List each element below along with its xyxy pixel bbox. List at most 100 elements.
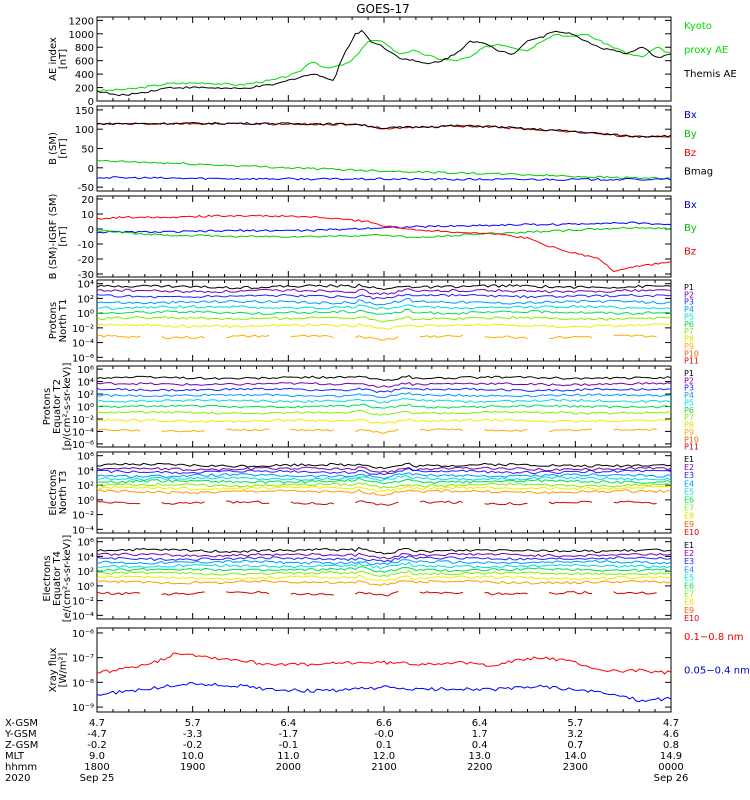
y-tick-label: 10⁴ xyxy=(77,280,94,291)
series-p9-segment xyxy=(243,334,248,338)
series-p9-segment xyxy=(523,336,528,339)
series-e10-segment xyxy=(573,591,578,595)
y-axis-label: Equator T2 xyxy=(52,379,63,434)
series-p9-segment xyxy=(376,430,381,434)
series-p9-segment xyxy=(498,336,503,339)
series-e10-segment xyxy=(495,503,499,505)
series-p9-segment xyxy=(197,430,202,433)
series-e10-segment xyxy=(638,501,643,504)
series-e10-segment xyxy=(125,592,130,595)
y-tick-label: 10² xyxy=(77,567,94,578)
series-e10-segment xyxy=(509,501,514,505)
time-cell: 6.6 xyxy=(376,718,392,729)
series-e10-segment xyxy=(419,500,424,503)
series-p9-segment xyxy=(118,429,123,431)
series-p9-segment xyxy=(297,334,302,337)
series-p9-segment xyxy=(304,334,309,338)
y-tick-label: -20 xyxy=(78,255,94,266)
y-tick-label: 10⁻⁶ xyxy=(72,440,94,451)
series-e10-segment xyxy=(247,501,252,504)
time-cell: 3.2 xyxy=(567,729,583,740)
series-p9-segment xyxy=(423,335,428,337)
y-tick-label: 10⁻⁷ xyxy=(72,654,94,665)
y-axis-label: B (SM)-IGRF (SM) xyxy=(48,194,59,280)
time-row-label: Z-GSM xyxy=(5,740,38,751)
series-p9-segment xyxy=(548,430,553,433)
series-e10-segment xyxy=(376,503,381,506)
legend-entry: P6 xyxy=(684,320,694,329)
y-axis-label: Protons xyxy=(42,388,53,425)
series-e10-segment xyxy=(624,500,629,503)
series-e10-segment xyxy=(369,592,374,595)
series-e10-segment xyxy=(322,593,327,596)
series-e10-segment xyxy=(423,591,428,594)
panel-bres: 20 10 0 -10 -20 -30 B (SM)-IGRF (SM) [nT] Bx By Bz xyxy=(48,194,697,281)
y-axis-label: [W/m²] xyxy=(58,652,69,687)
series-e10-segment xyxy=(642,591,647,595)
legend-entry: E8 xyxy=(684,598,694,607)
series-e10-segment xyxy=(552,592,557,595)
series-e10-segment xyxy=(129,592,133,595)
legend-entry: 0.1−0.8 nm xyxy=(684,632,743,643)
series-p4 xyxy=(97,392,671,399)
series-p4 xyxy=(97,297,671,306)
series-p9-segment xyxy=(236,429,241,432)
series-p9-segment xyxy=(645,335,650,338)
y-tick-label: 100 xyxy=(75,125,94,136)
legend-entry: P5 xyxy=(684,398,694,407)
y-tick-label: 10⁰ xyxy=(77,403,94,414)
series-p9-segment xyxy=(444,334,449,337)
series-e10-segment xyxy=(631,592,636,595)
series-p9-segment xyxy=(258,335,263,338)
series-by xyxy=(97,226,671,239)
series-group xyxy=(97,283,671,341)
time-cell: -3.3 xyxy=(183,729,203,740)
series-e10-segment xyxy=(125,502,130,505)
series-e9 xyxy=(97,488,671,497)
series-p9-segment xyxy=(315,335,320,337)
y-tick-label: 10⁻⁴ xyxy=(72,427,94,438)
series-e10-segment xyxy=(121,592,126,596)
series-e10-segment xyxy=(290,501,295,504)
series-p9-segment xyxy=(649,428,654,432)
series-p9-segment xyxy=(355,335,360,339)
legend-entry: P5 xyxy=(684,312,694,321)
series-group xyxy=(97,652,671,703)
time-row-label: MLT xyxy=(5,751,25,762)
series-e10-segment xyxy=(581,591,586,595)
series-p9-segment xyxy=(455,428,460,431)
series-p1 xyxy=(97,375,671,381)
series-p9-segment xyxy=(254,334,259,338)
y-tick-label: 10⁻⁴ xyxy=(72,525,94,536)
series-e4 xyxy=(97,472,671,480)
series-p9-segment xyxy=(182,335,187,339)
series-e10-segment xyxy=(103,591,108,594)
legend-entry: proxy AE xyxy=(684,45,728,56)
y-tick-label: 10⁶ xyxy=(77,538,94,549)
y-tick-label: 400 xyxy=(75,70,94,81)
legend-entry: P1 xyxy=(684,369,694,378)
series-p9-segment xyxy=(107,334,112,337)
series-e10-segment xyxy=(394,590,399,593)
time-cell: 14.0 xyxy=(564,751,586,762)
series-e10-segment xyxy=(437,500,442,503)
legend: Kyoto proxy AE Themis AE xyxy=(683,21,737,80)
time-cell: 12.0 xyxy=(373,751,395,762)
series-e10-segment xyxy=(97,591,101,594)
series-e10-segment xyxy=(624,592,629,594)
legend: Bx By Bz xyxy=(684,200,697,257)
series-p9-segment xyxy=(322,428,327,431)
series-p9-segment xyxy=(444,428,449,431)
series-e10-segment xyxy=(548,501,553,505)
time-cell: 0.4 xyxy=(472,740,488,751)
series-e10-segment xyxy=(254,590,259,594)
series-p9-segment xyxy=(175,336,180,339)
legend-entry: Bx xyxy=(684,110,697,121)
y-axis-label: [nT] xyxy=(58,226,69,246)
legend-entry: P7 xyxy=(684,327,694,336)
legend-entry: P11 xyxy=(684,443,699,452)
legend-entry: E6 xyxy=(684,496,694,505)
series-p9-segment xyxy=(100,334,105,338)
time-cell: 2100 xyxy=(371,762,396,773)
